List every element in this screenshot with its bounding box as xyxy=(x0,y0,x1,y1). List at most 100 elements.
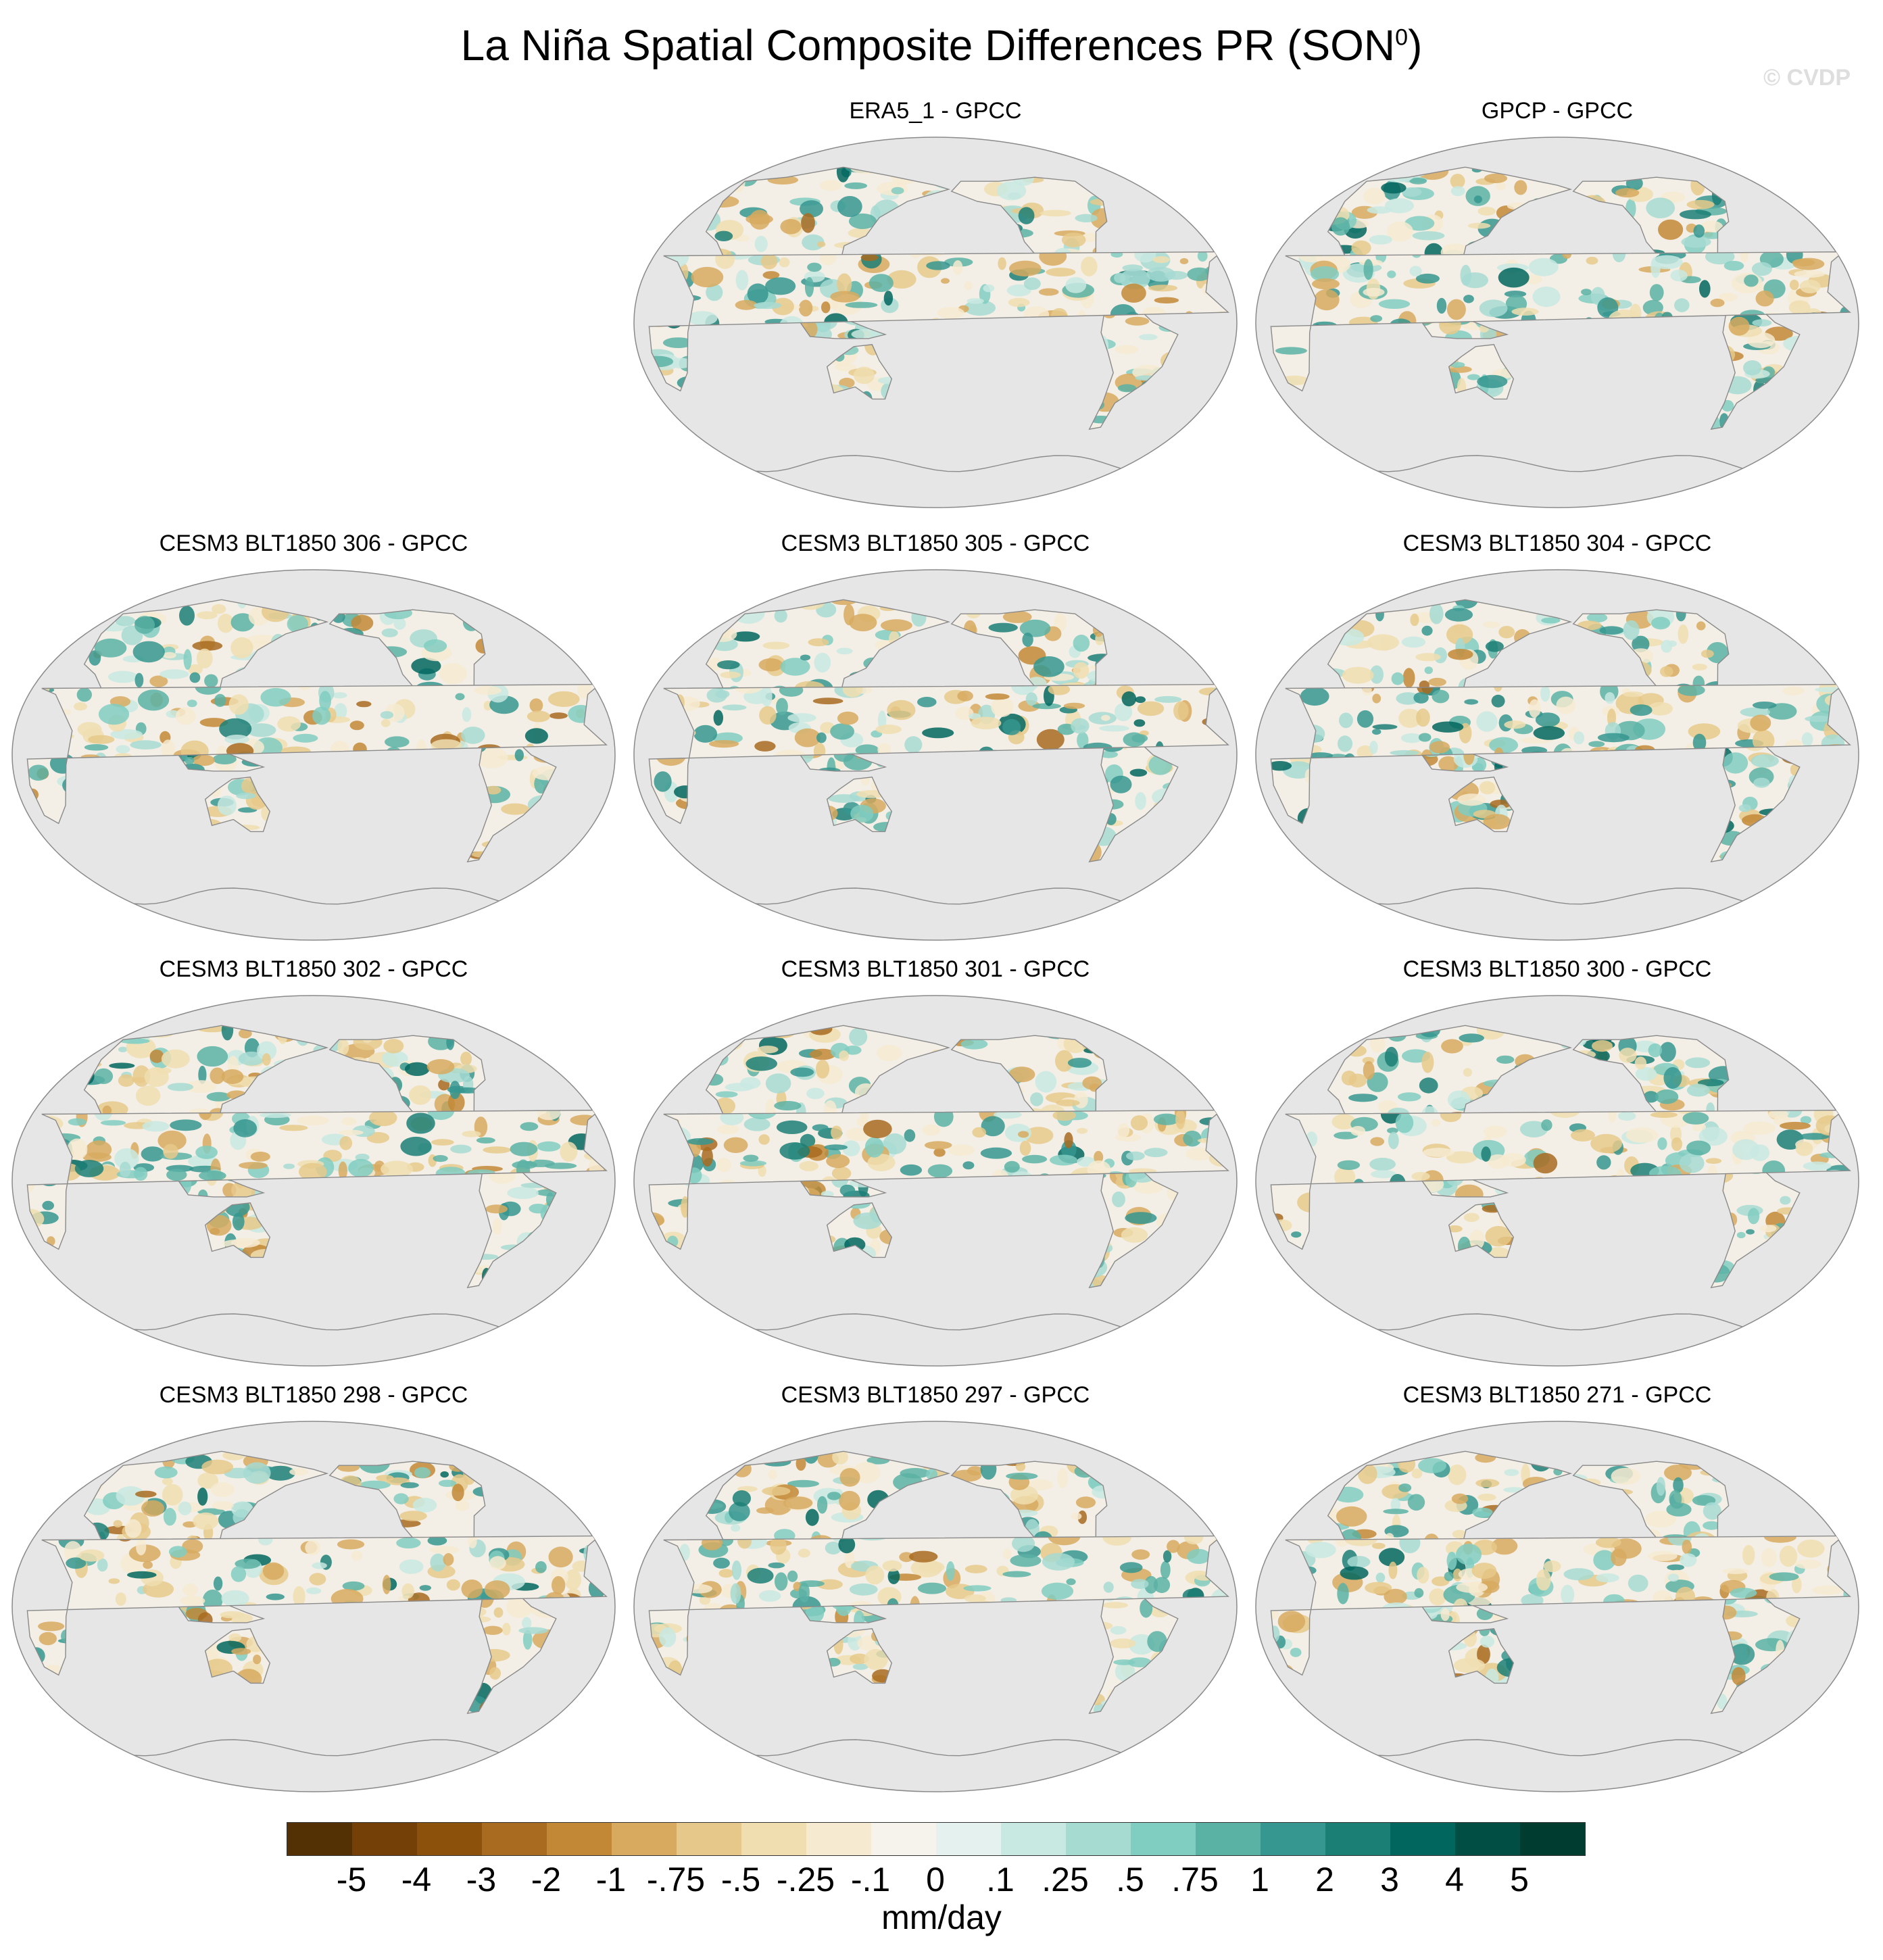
world-map xyxy=(1255,569,1859,941)
world-map xyxy=(633,995,1238,1367)
map-panel: CESM3 BLT1850 300 - GPCC xyxy=(1246,956,1868,1389)
antarctica-coastline xyxy=(84,1739,531,1757)
colorbar-swatch xyxy=(1066,1823,1131,1855)
coastline xyxy=(648,1109,1229,1250)
colorbar-tick-label: 3 xyxy=(1380,1861,1399,1898)
coastline xyxy=(204,1202,271,1258)
map-panel: CESM3 BLT1850 305 - GPCC xyxy=(625,531,1246,963)
colorbar-tick-label: .1 xyxy=(986,1861,1014,1898)
coastline xyxy=(1270,251,1851,392)
colorbar-swatch xyxy=(352,1823,417,1855)
colorbar-tick-label: -3 xyxy=(466,1861,497,1898)
figure-title: La Niña Spatial Composite Differences PR… xyxy=(460,21,1423,70)
coastline xyxy=(826,1202,893,1258)
colorbar-tick-label: 4 xyxy=(1445,1861,1464,1898)
map-panel: CESM3 BLT1850 304 - GPCC xyxy=(1246,531,1868,963)
map-panel: ERA5_1 - GPCC xyxy=(625,98,1246,531)
colorbar-tick-label: .75 xyxy=(1171,1861,1219,1898)
antarctica-coastline xyxy=(84,1313,531,1331)
coastline xyxy=(1270,1535,1851,1676)
panel-title: CESM3 BLT1850 306 - GPCC xyxy=(159,531,468,556)
colorbar-units: mm/day xyxy=(881,1898,1002,1936)
coastline xyxy=(26,1535,608,1676)
colorbar-tick-label: -.75 xyxy=(646,1861,706,1898)
map-panel: CESM3 BLT1850 298 - GPCC xyxy=(3,1382,625,1815)
land-samerica xyxy=(467,1584,556,1714)
coastline xyxy=(826,777,893,833)
coastline xyxy=(1448,1628,1515,1684)
colorbar-swatch xyxy=(1390,1823,1455,1855)
antarctica-coastline xyxy=(1328,1739,1775,1757)
colorbar-tick-label: -1 xyxy=(595,1861,627,1898)
colorbar-tick-label: -.5 xyxy=(720,1861,761,1898)
colorbar-swatch xyxy=(417,1823,482,1855)
colorbar-swatch xyxy=(1455,1823,1520,1855)
colorbar-swatch xyxy=(1196,1823,1261,1855)
colorbar-swatch xyxy=(936,1823,1001,1855)
colorbar-tick-label: -4 xyxy=(401,1861,432,1898)
world-map xyxy=(1255,137,1859,508)
coastline xyxy=(826,344,893,400)
land-africa xyxy=(27,1536,607,1675)
world-map xyxy=(633,569,1238,941)
colorbar-swatch xyxy=(547,1823,612,1855)
colorbar-swatch xyxy=(1131,1823,1196,1855)
panel-title: CESM3 BLT1850 301 - GPCC xyxy=(781,956,1090,982)
panel-title: GPCP - GPCC xyxy=(1481,98,1634,124)
antarctica-coastline xyxy=(1328,887,1775,905)
colorbar-swatch xyxy=(1261,1823,1325,1855)
colorbar-swatch xyxy=(677,1823,741,1855)
coastline xyxy=(648,683,1229,825)
colorbar-swatch xyxy=(482,1823,547,1855)
panel-title: CESM3 BLT1850 271 - GPCC xyxy=(1402,1382,1712,1408)
map-panel: CESM3 BLT1850 271 - GPCC xyxy=(1246,1382,1868,1815)
coastline xyxy=(648,251,1229,392)
map-panel: GPCP - GPCC xyxy=(1246,98,1868,531)
colorbar-swatch xyxy=(1325,1823,1390,1855)
world-map xyxy=(1255,1421,1859,1792)
coastline xyxy=(1448,777,1515,833)
coastline xyxy=(26,1109,608,1250)
colorbar-tick-label: 1 xyxy=(1250,1861,1269,1898)
colorbar-tick-label: -2 xyxy=(531,1861,562,1898)
colorbar xyxy=(287,1822,1586,1856)
coastline xyxy=(1270,1109,1851,1250)
panel-title: CESM3 BLT1850 298 - GPCC xyxy=(159,1382,468,1408)
panel-title: CESM3 BLT1850 304 - GPCC xyxy=(1402,531,1712,556)
colorbar-tick-label: 0 xyxy=(926,1861,945,1898)
coastline xyxy=(1270,683,1851,825)
world-map xyxy=(633,137,1238,508)
antarctica-coastline xyxy=(706,1313,1153,1331)
colorbar-tick-label: .25 xyxy=(1042,1861,1089,1898)
panel-title: CESM3 BLT1850 305 - GPCC xyxy=(781,531,1090,556)
world-map xyxy=(11,1421,616,1792)
colorbar-tick-label: -.25 xyxy=(776,1861,835,1898)
coastline xyxy=(826,1628,893,1684)
world-map xyxy=(633,1421,1238,1792)
map-panel: CESM3 BLT1850 297 - GPCC xyxy=(625,1382,1246,1815)
colorbar-tick-label: 2 xyxy=(1315,1861,1334,1898)
colorbar-swatch xyxy=(1520,1823,1585,1855)
colorbar-tick-label: -.1 xyxy=(850,1861,891,1898)
land-africa xyxy=(27,684,607,824)
map-panel: CESM3 BLT1850 301 - GPCC xyxy=(625,956,1246,1389)
antarctica-coastline xyxy=(1328,1313,1775,1331)
colorbar-swatch xyxy=(806,1823,871,1855)
coastline xyxy=(204,1628,271,1684)
antarctica-coastline xyxy=(706,887,1153,905)
antarctica-coastline xyxy=(1328,455,1775,472)
map-panel: CESM3 BLT1850 302 - GPCC xyxy=(3,956,625,1389)
coastline xyxy=(1448,344,1515,400)
antarctica-coastline xyxy=(706,1739,1153,1757)
panel-title: CESM3 BLT1850 297 - GPCC xyxy=(781,1382,1090,1408)
colorbar-swatch xyxy=(741,1823,806,1855)
cvdp-watermark: © CVDP xyxy=(1763,65,1851,91)
colorbar-swatch xyxy=(871,1823,936,1855)
antarctica-coastline xyxy=(84,887,531,905)
world-map xyxy=(1255,995,1859,1367)
map-panel: CESM3 BLT1850 306 - GPCC xyxy=(3,531,625,963)
antarctica-coastline xyxy=(706,455,1153,472)
land-africa xyxy=(649,1536,1229,1675)
colorbar-swatch xyxy=(1001,1823,1066,1855)
coastline xyxy=(204,777,271,833)
